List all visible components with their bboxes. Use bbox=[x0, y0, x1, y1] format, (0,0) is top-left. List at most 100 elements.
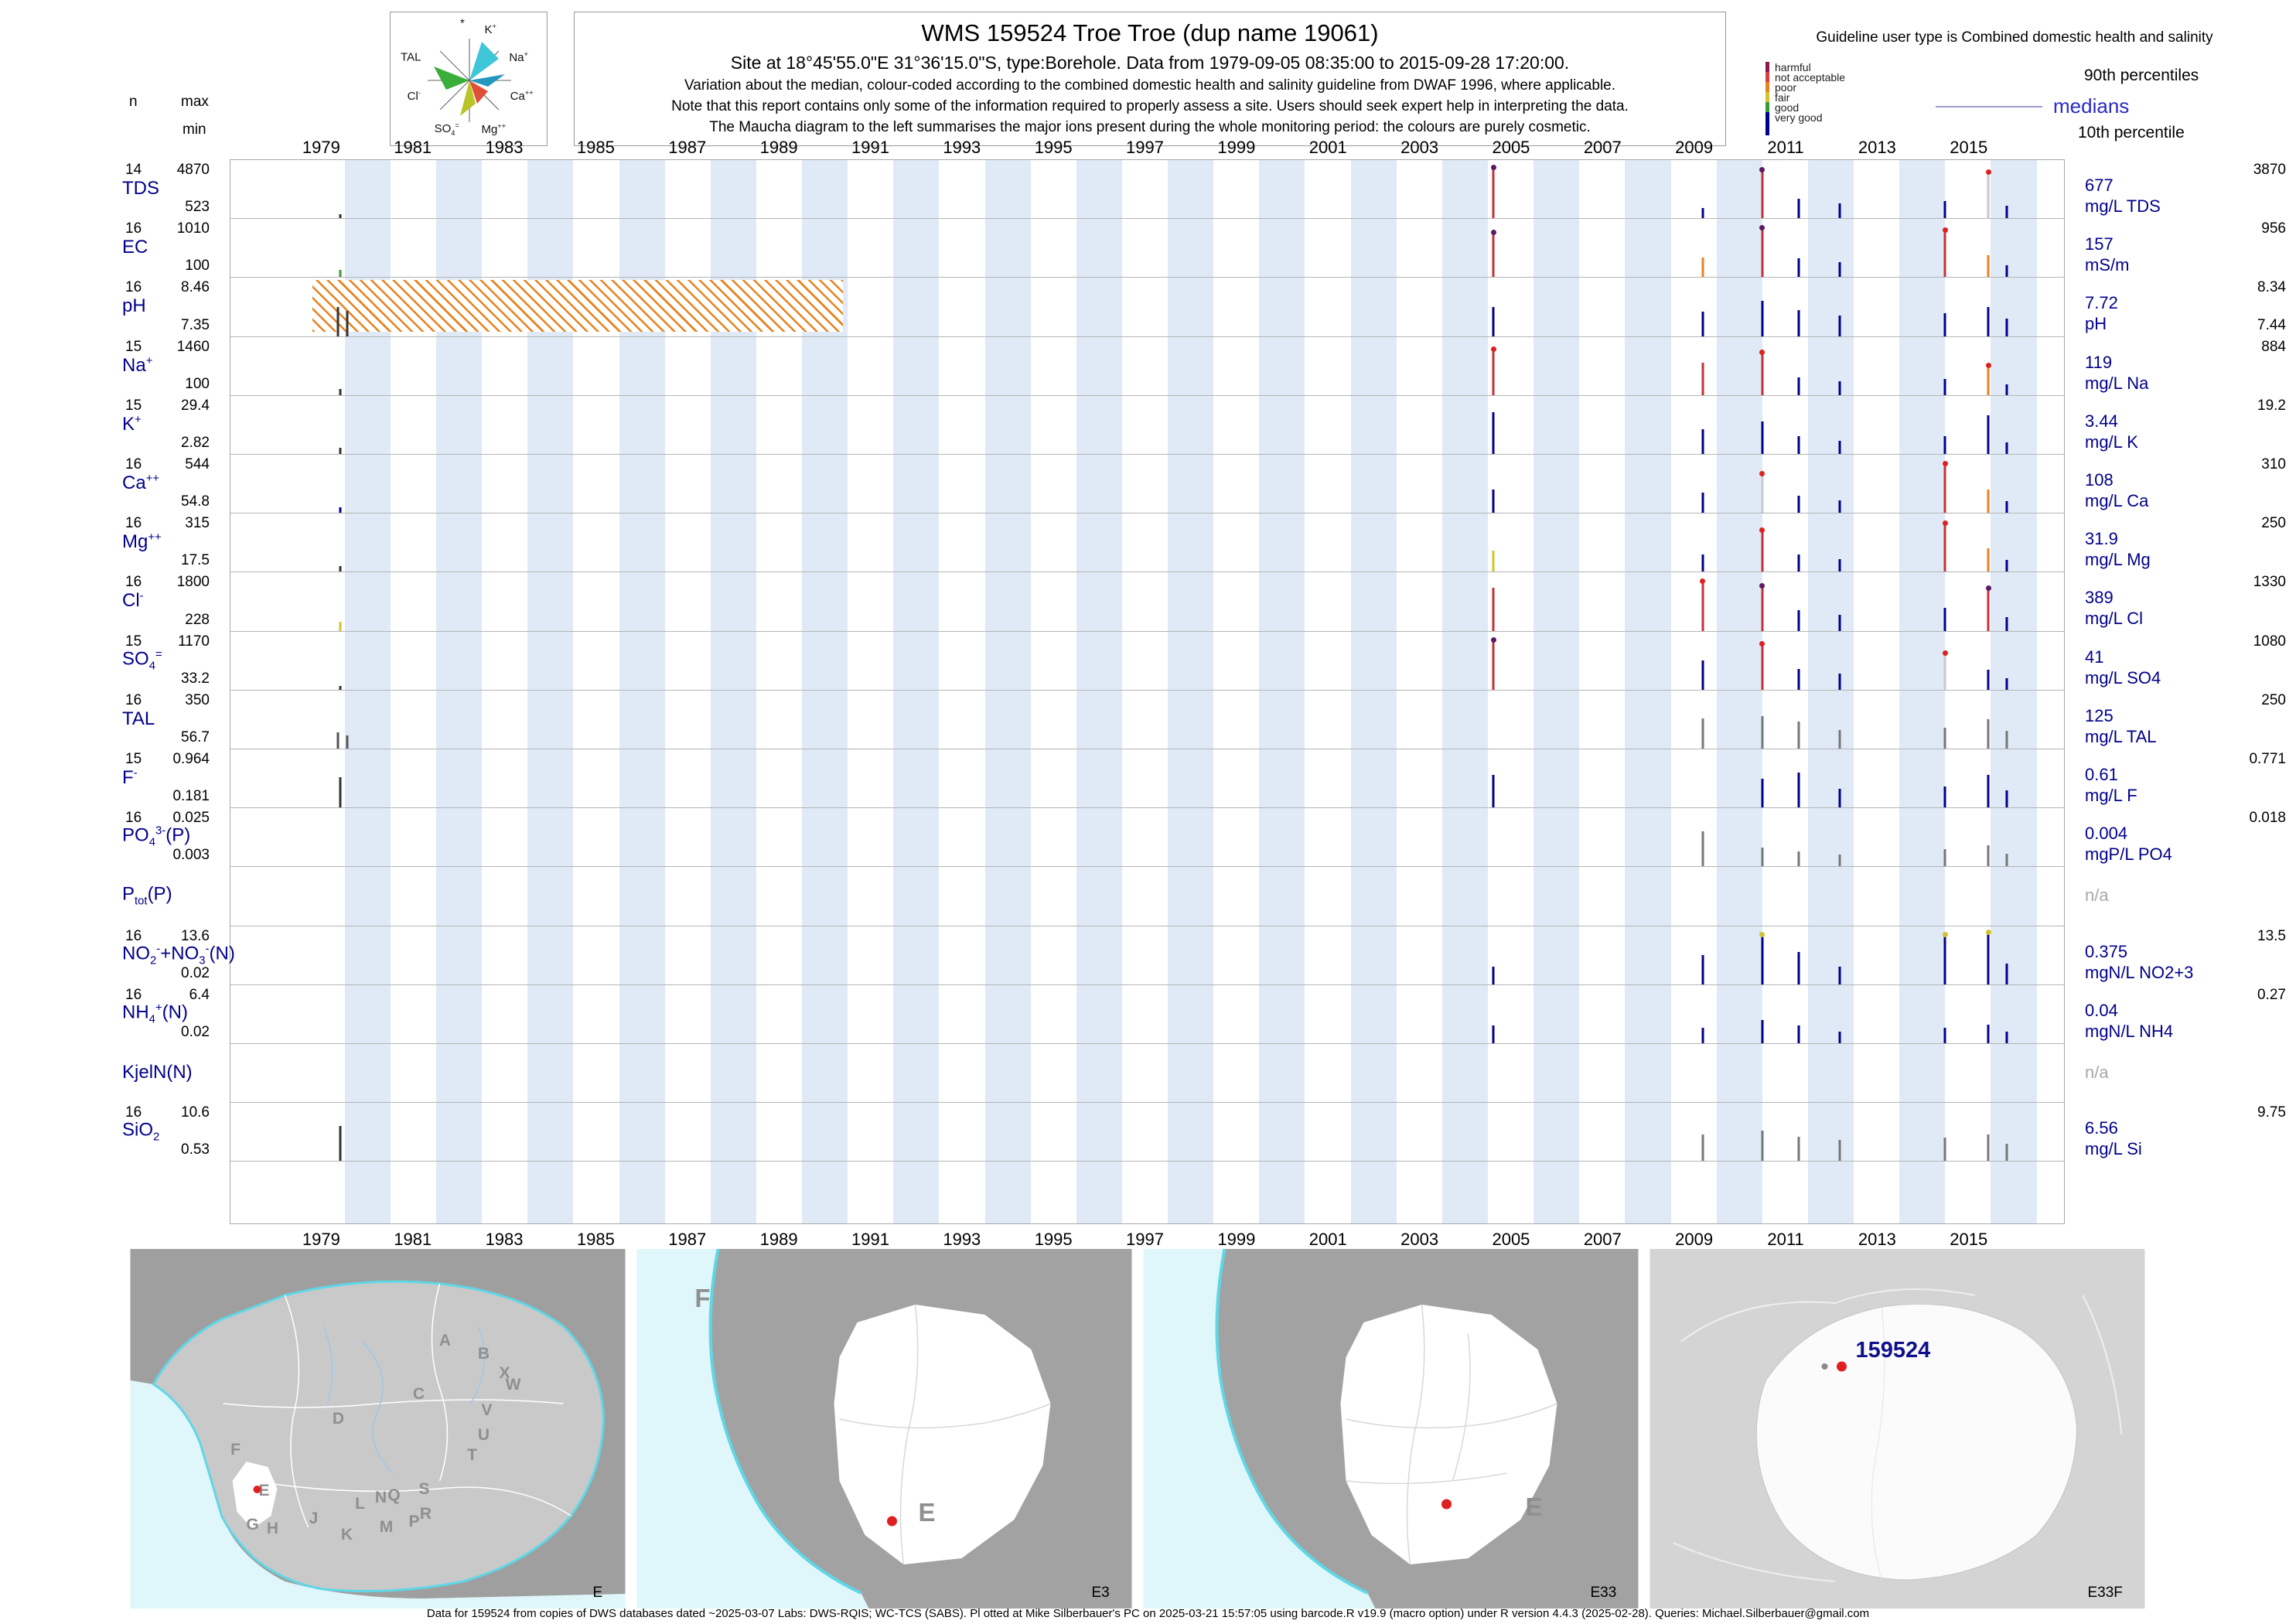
stat-min-value: 0.181 bbox=[172, 788, 210, 805]
year-tick-label: 1995 bbox=[1034, 138, 1073, 157]
drainage-region-letter: P bbox=[408, 1513, 419, 1530]
sample-spike bbox=[1490, 346, 1496, 395]
sample-spike bbox=[1942, 227, 1948, 278]
sample-spike bbox=[339, 389, 342, 395]
stat-max-value: 4870 bbox=[176, 162, 210, 178]
stat-p90-value: 250 bbox=[2261, 691, 2286, 708]
sample-spike bbox=[1490, 229, 1496, 278]
stat-max-value: 350 bbox=[185, 691, 210, 708]
stat-n-value: 15 bbox=[125, 751, 142, 767]
year-tick-label: 2013 bbox=[1858, 1230, 1896, 1249]
drainage-region-letter: L bbox=[355, 1495, 365, 1513]
row-right-labels-tds: 3870 677 mg/L TDS bbox=[2071, 159, 2295, 218]
stat-median-value: 0.004 bbox=[2085, 824, 2128, 844]
param-row-tal bbox=[230, 691, 2064, 749]
timeseries-plot bbox=[230, 159, 2065, 1224]
sample-spike bbox=[1943, 727, 1946, 749]
stat-not-available: n/a bbox=[2085, 1063, 2109, 1083]
stat-min-value: 0.003 bbox=[172, 847, 210, 864]
sample-spike bbox=[2005, 790, 2008, 808]
param-label-ca: Ca++ bbox=[122, 473, 160, 494]
sample-spike bbox=[1985, 169, 1991, 219]
stat-unit-label: mg/L Mg bbox=[2085, 550, 2151, 570]
site-location-dot bbox=[1837, 1361, 1847, 1372]
sample-spike-cap bbox=[1942, 520, 1948, 527]
guideline-class-scale: harmful not acceptable poor fair good very go… bbox=[1765, 62, 1845, 135]
param-row-cl bbox=[230, 572, 2064, 632]
sample-spike-cap bbox=[1985, 169, 1991, 176]
page-title: WMS 159524 Troe Troe (dup name 19061) bbox=[921, 19, 1379, 46]
row-left-labels-mg: 16 315 Mg++ 17.5 bbox=[116, 513, 228, 571]
sample-spike bbox=[2005, 677, 2008, 690]
stat-unit-label: mS/m bbox=[2085, 255, 2130, 275]
coastline bbox=[708, 1249, 862, 1595]
param-label-kjeln: KjelN(N) bbox=[122, 1062, 193, 1083]
drainage-region-letter: F bbox=[694, 1284, 710, 1312]
year-stripe bbox=[1991, 160, 2037, 1223]
sample-spike bbox=[1492, 967, 1495, 984]
catchment-e33-outline bbox=[1340, 1305, 1557, 1564]
stat-p10-value: 7.44 bbox=[2257, 316, 2286, 333]
stat-max-value: 8.46 bbox=[181, 279, 210, 296]
param-row-k bbox=[230, 396, 2064, 455]
guideline-class-row: fair bbox=[1765, 92, 1845, 103]
drainage-region-letter: G bbox=[246, 1516, 258, 1534]
stat-min-value: 100 bbox=[185, 258, 210, 275]
drainage-region-letter: R bbox=[420, 1505, 432, 1523]
year-stripe bbox=[1259, 160, 1305, 1223]
ph-guideline-band bbox=[312, 279, 844, 333]
x-axis-bottom: 1979 1981 1983 1985 1987 1989 1991 1993 1995 1997… bbox=[0, 1230, 2296, 1250]
param-label-po4: PO43-(P) bbox=[122, 824, 191, 849]
stat-n-value: 16 bbox=[125, 1104, 142, 1121]
sample-spike bbox=[1701, 955, 1704, 984]
year-tick-label: 2015 bbox=[1950, 1230, 1988, 1249]
sample-spike-cap bbox=[1942, 650, 1948, 656]
sample-spike bbox=[1701, 492, 1704, 513]
map-catchment-e33f: 159524 E33F bbox=[1650, 1249, 2145, 1609]
guideline-class-row: very good bbox=[1765, 112, 1845, 135]
median-line-swatch bbox=[1936, 105, 2042, 107]
sample-spike bbox=[1759, 167, 1765, 219]
map-region-e: F E E3 bbox=[636, 1249, 1132, 1609]
param-label-ptot: Ptot(P) bbox=[122, 884, 172, 908]
drainage-region-letter: E bbox=[918, 1498, 935, 1527]
param-row-ptot bbox=[230, 867, 2064, 926]
sample-spike bbox=[2005, 853, 2008, 867]
stat-median-value: 3.44 bbox=[2085, 411, 2118, 431]
maucha-ion-label: Ca++ bbox=[510, 89, 534, 104]
sample-spike bbox=[1761, 301, 1764, 336]
stat-max-value: 10.6 bbox=[181, 1104, 210, 1121]
sample-spike bbox=[1987, 719, 1990, 749]
row-left-labels-f: 15 0.964 F- 0.181 bbox=[116, 749, 228, 807]
row-left-labels-ec: 16 1010 EC 100 bbox=[116, 218, 228, 277]
ocean bbox=[636, 1249, 869, 1609]
guideline-class-label: good bbox=[1775, 101, 1800, 114]
sample-spike bbox=[1987, 306, 1990, 336]
param-label-f: F- bbox=[122, 767, 138, 789]
year-stripe bbox=[527, 160, 574, 1223]
stat-min-value: 0.53 bbox=[181, 1141, 210, 1158]
guideline-class-row: not acceptable bbox=[1765, 72, 1845, 83]
year-stripe bbox=[710, 160, 756, 1223]
stat-p90-value: 0.27 bbox=[2257, 986, 2286, 1003]
year-tick-label: 1981 bbox=[394, 1230, 432, 1249]
year-tick-label: 1981 bbox=[394, 138, 432, 157]
sample-spike bbox=[1701, 429, 1704, 454]
sample-spike bbox=[1797, 851, 1800, 867]
guideline-class-row: harmful bbox=[1765, 62, 1845, 73]
sample-spike-cap bbox=[1490, 165, 1496, 171]
stat-unit-label: mgN/L NO2+3 bbox=[2085, 962, 2194, 982]
row-right-labels-f: 0.771 0.61 mg/L F bbox=[2071, 749, 2295, 807]
row-right-labels-ca: 310 108 mg/L Ca bbox=[2071, 454, 2295, 513]
sample-spike-cap bbox=[1942, 460, 1948, 466]
sample-spike bbox=[1701, 1134, 1704, 1162]
year-tick-label: 1991 bbox=[851, 1230, 889, 1249]
site-id-label: 159524 bbox=[1856, 1338, 1931, 1363]
year-stripe bbox=[984, 160, 1031, 1223]
year-tick-label: 1987 bbox=[668, 138, 707, 157]
maucha-ion-label: Cl- bbox=[407, 89, 421, 104]
sample-spike bbox=[1943, 312, 1946, 336]
sample-spike bbox=[1987, 415, 1990, 454]
sample-spike bbox=[1761, 778, 1764, 808]
